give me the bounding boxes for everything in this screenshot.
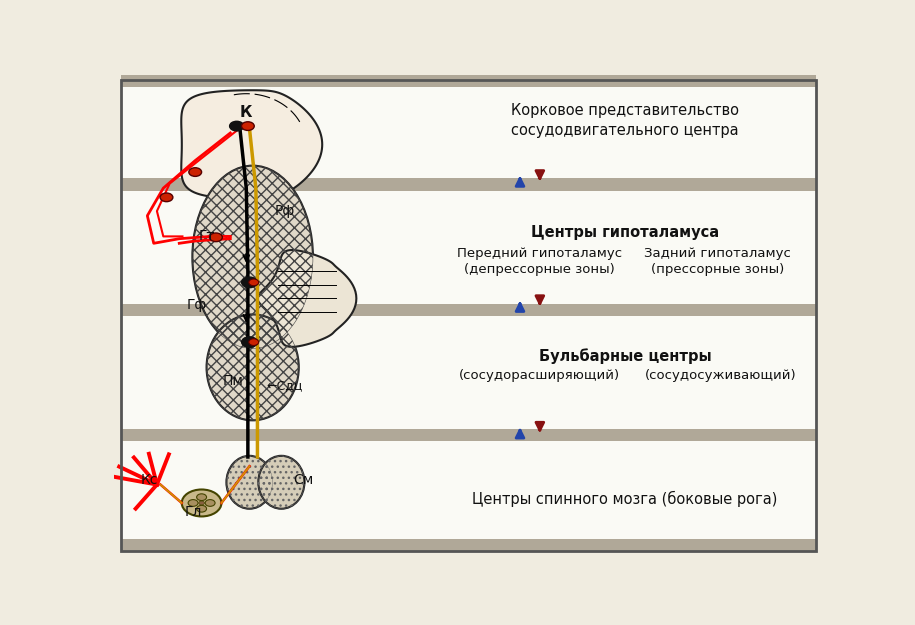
Text: Центры спинного мозга (боковые рога): Центры спинного мозга (боковые рога) xyxy=(472,491,778,507)
Text: Пм: Пм xyxy=(223,374,244,388)
Text: Передний гипоталамус: Передний гипоталамус xyxy=(458,246,622,259)
Circle shape xyxy=(242,277,257,288)
Ellipse shape xyxy=(226,456,273,509)
Ellipse shape xyxy=(207,314,298,421)
Circle shape xyxy=(242,337,257,348)
Bar xyxy=(122,179,816,191)
Circle shape xyxy=(210,233,222,242)
Circle shape xyxy=(242,122,254,131)
Circle shape xyxy=(249,339,259,346)
Text: Гл: Гл xyxy=(185,505,202,519)
Text: Гф: Гф xyxy=(187,298,207,312)
Text: (депрессорные зоны): (депрессорные зоны) xyxy=(465,263,615,276)
Text: Кс: Кс xyxy=(140,473,157,487)
Bar xyxy=(122,75,816,181)
Circle shape xyxy=(188,168,201,176)
Polygon shape xyxy=(257,250,356,347)
Bar xyxy=(122,441,816,551)
Ellipse shape xyxy=(192,166,313,349)
Circle shape xyxy=(249,279,259,286)
Bar xyxy=(122,539,816,551)
Text: См: См xyxy=(294,473,314,487)
Text: Корковое представительство
сосудодвигательного центра: Корковое представительство сосудодвигате… xyxy=(511,103,739,138)
Circle shape xyxy=(182,489,221,516)
Bar xyxy=(122,429,816,441)
Bar xyxy=(122,304,816,316)
Text: Гт: Гт xyxy=(199,229,215,243)
Bar xyxy=(122,75,816,87)
Circle shape xyxy=(188,499,198,506)
Circle shape xyxy=(205,499,215,506)
Bar xyxy=(122,191,816,306)
Circle shape xyxy=(199,501,204,505)
Text: (сосудосуживающий): (сосудосуживающий) xyxy=(645,369,796,382)
Circle shape xyxy=(160,193,173,202)
Text: Задний гипоталамус: Задний гипоталамус xyxy=(643,246,791,259)
Text: (сосудорасширяющий): (сосудорасширяющий) xyxy=(459,369,620,382)
Text: Бульбарные центры: Бульбарные центры xyxy=(539,349,711,364)
Text: Рф: Рф xyxy=(274,204,295,218)
Text: (прессорные зоны): (прессорные зоны) xyxy=(651,263,784,276)
Text: Центры гипоталамуса: Центры гипоталамуса xyxy=(531,226,719,241)
Text: ←Сдц: ←Сдц xyxy=(266,379,303,392)
Circle shape xyxy=(230,121,243,131)
Circle shape xyxy=(197,494,207,501)
Text: К: К xyxy=(240,105,253,120)
Polygon shape xyxy=(181,90,322,199)
Circle shape xyxy=(197,506,207,512)
Ellipse shape xyxy=(258,456,305,509)
Bar xyxy=(122,316,816,431)
